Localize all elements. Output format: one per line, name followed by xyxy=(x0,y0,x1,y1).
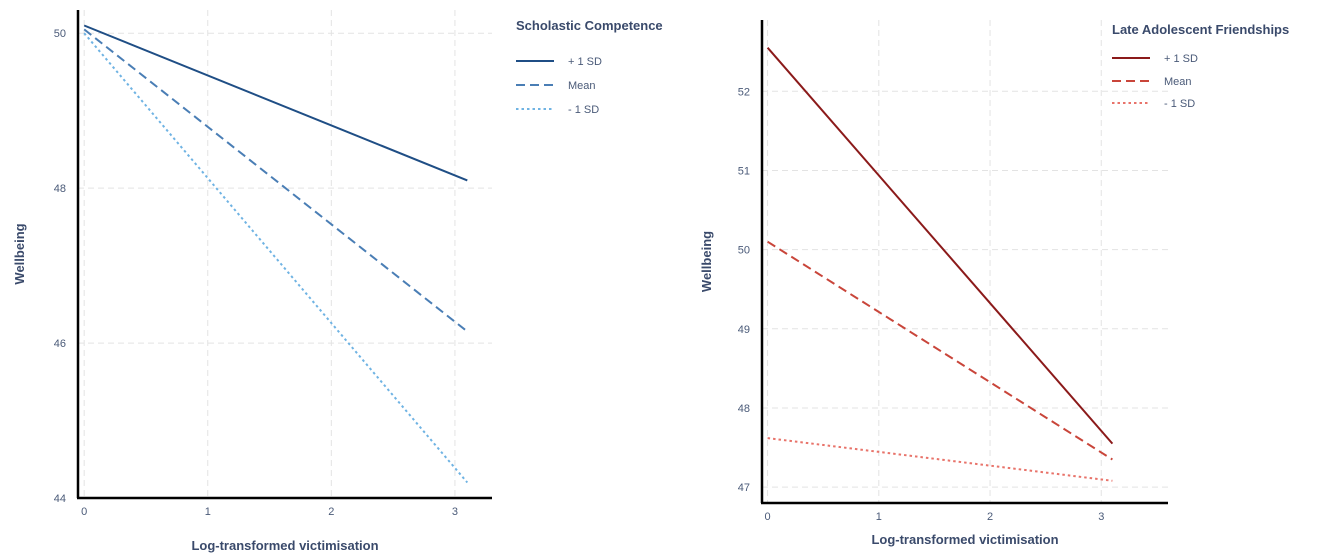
y-tick-label: 47 xyxy=(738,482,750,494)
series-line xyxy=(767,437,1113,482)
x-tick-label: 2 xyxy=(328,506,334,518)
legend-label: Mean xyxy=(568,80,596,92)
y-tick-label: 52 xyxy=(738,86,750,98)
series-line xyxy=(767,240,1113,461)
y-tick-label: 49 xyxy=(738,324,750,336)
x-axis-title: Log-transformed victimisation xyxy=(191,538,378,553)
scholastic-competence-panel: 0 1 2 3 44 46 48 50 Log-transformed victimisatio… xyxy=(12,10,663,553)
y-tick-label: 48 xyxy=(738,403,750,415)
x-tick-label: 2 xyxy=(987,511,993,523)
y-tick-label: 50 xyxy=(738,245,750,257)
legend-label: - 1 SD xyxy=(1164,98,1195,110)
series-line xyxy=(83,32,469,484)
legend-label: Mean xyxy=(1164,76,1192,88)
y-tick-label: 50 xyxy=(54,28,66,40)
y-axis-title: Wellbeing xyxy=(12,223,27,284)
series-line xyxy=(83,24,468,182)
y-tick-label: 48 xyxy=(54,183,66,195)
series-line xyxy=(766,47,1114,445)
x-tick-label: 0 xyxy=(764,511,770,523)
late-adolescent-friendships-panel: 0 1 2 3 47 48 49 50 51 52 Log-transformed victimis… xyxy=(699,20,1289,547)
y-axis-title: Wellbeing xyxy=(699,231,714,292)
y-tick-label: 46 xyxy=(54,338,66,350)
legend-label: + 1 SD xyxy=(568,56,602,68)
x-tick-label: 1 xyxy=(876,511,882,523)
legend-title: Scholastic Competence xyxy=(516,18,663,33)
legend-title: Late Adolescent Friendships xyxy=(1112,22,1289,37)
legend-label: + 1 SD xyxy=(1164,53,1198,65)
series-line xyxy=(83,28,468,333)
y-tick-label: 44 xyxy=(54,493,66,505)
x-axis-title: Log-transformed victimisation xyxy=(871,532,1058,547)
legend-label: - 1 SD xyxy=(568,104,599,116)
x-tick-label: 0 xyxy=(81,506,87,518)
x-tick-label: 3 xyxy=(1098,511,1104,523)
x-tick-label: 3 xyxy=(452,506,458,518)
x-tick-label: 1 xyxy=(205,506,211,518)
y-tick-label: 51 xyxy=(738,165,750,177)
